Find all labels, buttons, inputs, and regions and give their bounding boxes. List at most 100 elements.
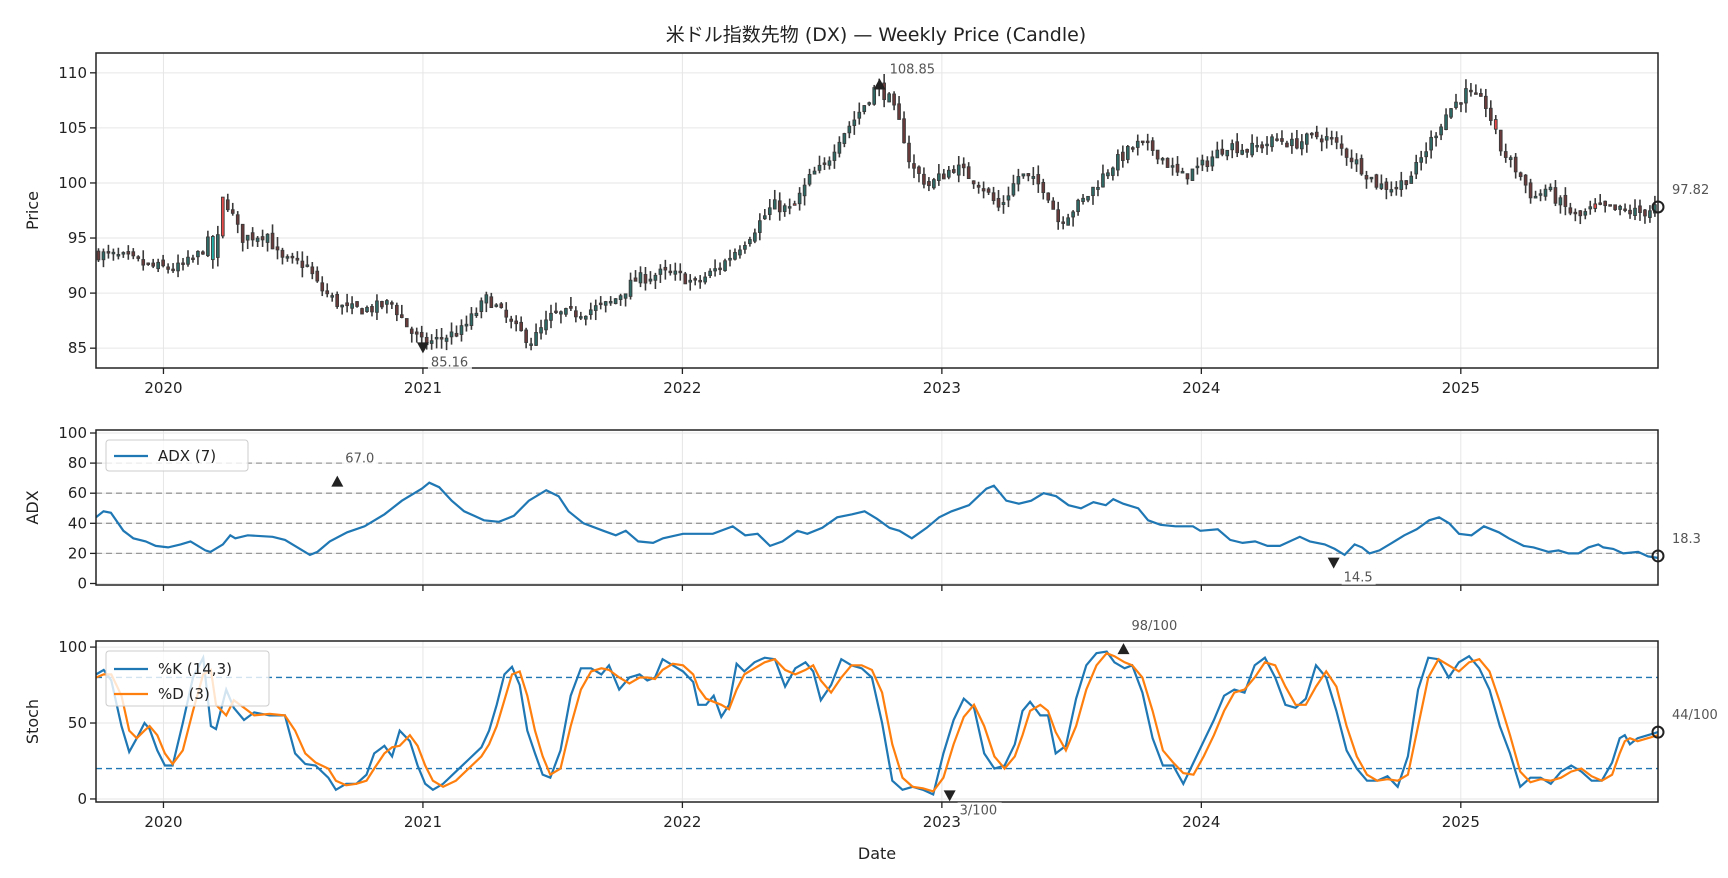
candle-body — [1305, 133, 1309, 145]
axes-frame — [95, 429, 1659, 586]
candle-body — [1285, 142, 1289, 148]
candle-body — [1508, 157, 1513, 160]
candle-body — [1469, 89, 1473, 93]
candle-body — [1121, 151, 1125, 161]
candle-body — [683, 273, 688, 285]
candle-body — [748, 239, 752, 245]
candle-body — [509, 318, 514, 322]
candle-body — [1190, 168, 1195, 181]
candle-body — [1324, 136, 1329, 141]
candle-body — [474, 312, 479, 316]
y-axis-label: Stoch — [23, 699, 42, 744]
candle-body — [225, 199, 230, 211]
min-marker-icon — [416, 342, 429, 354]
legend-label-d-line: %D (3) — [158, 685, 210, 703]
candle-body — [1623, 208, 1627, 211]
candle-body — [111, 251, 116, 255]
legend-box — [105, 439, 249, 472]
y-tick-label: 100 — [58, 424, 87, 442]
candle-body — [1220, 148, 1225, 155]
candle-body — [1295, 138, 1299, 149]
annotation-bg — [957, 802, 1002, 818]
last-annotation: 44/100 — [1672, 708, 1718, 723]
candle-body — [275, 246, 280, 251]
candle-body — [1275, 138, 1279, 141]
candle-body — [961, 163, 966, 169]
candle-body — [404, 318, 409, 328]
candle-body — [1329, 137, 1334, 140]
candle-body — [544, 319, 548, 331]
candle-body — [260, 236, 265, 241]
candle-body — [1404, 180, 1409, 186]
candle-body — [106, 251, 111, 254]
candle-body — [1359, 158, 1364, 175]
candle-body — [320, 282, 325, 292]
candle-body — [1130, 147, 1135, 150]
candle-body — [1116, 154, 1120, 171]
candle-body — [355, 301, 359, 307]
candle-body — [141, 259, 146, 266]
last-marker-icon — [1651, 549, 1665, 563]
candle-body — [1424, 151, 1428, 158]
candle-body — [1628, 209, 1632, 215]
candle-body — [1568, 207, 1573, 214]
candle-body — [1235, 141, 1240, 154]
candle-body — [235, 214, 240, 225]
candle-body — [315, 270, 320, 282]
candle-body — [1498, 129, 1503, 152]
last-marker-icon — [1651, 200, 1665, 214]
candle-body — [1409, 175, 1414, 184]
x-tick-label: 2023 — [923, 813, 961, 831]
candle-body — [1434, 135, 1438, 139]
candle-body — [300, 260, 305, 268]
candle-body — [146, 262, 151, 265]
candle-body — [464, 323, 469, 327]
candle-body — [395, 304, 399, 316]
candle-body — [1011, 183, 1016, 196]
candle-body — [1056, 209, 1061, 223]
candle-body — [285, 256, 290, 259]
candle-body — [1444, 114, 1448, 130]
candle-body — [643, 274, 648, 284]
candle-body — [434, 336, 439, 340]
x-axis-label: Date — [858, 844, 896, 863]
candle-body — [917, 166, 921, 174]
candle-body — [663, 266, 668, 271]
max-marker-icon — [1117, 643, 1130, 655]
candle-body — [549, 312, 553, 321]
candle-body — [807, 174, 812, 185]
candle-body — [1185, 173, 1190, 180]
candle-body — [598, 302, 603, 306]
candle-body — [1205, 160, 1210, 168]
candle-body — [892, 93, 896, 106]
candle-body — [618, 295, 623, 300]
candle-body — [907, 142, 911, 163]
candle-body — [1031, 176, 1036, 179]
candle-body — [1165, 157, 1170, 168]
candle-body — [827, 160, 832, 166]
candle-body — [718, 267, 722, 271]
candle-body — [777, 200, 782, 213]
candle-body — [1603, 200, 1607, 207]
candle-body — [1215, 149, 1220, 159]
candle-body — [703, 276, 707, 283]
candle-body — [1265, 143, 1269, 147]
candle-body — [1250, 142, 1254, 156]
candle-body — [206, 236, 210, 257]
candle-body — [981, 188, 986, 192]
candle-body — [459, 325, 464, 335]
candle-body — [1503, 151, 1508, 158]
candle-body — [1454, 101, 1458, 108]
annotation-bg — [344, 450, 379, 466]
candle-body — [1414, 162, 1419, 175]
annotation-bg — [427, 354, 472, 370]
candle-body — [330, 295, 335, 298]
candle-body — [245, 234, 250, 241]
candle-body — [1533, 195, 1538, 199]
candle-body — [1339, 143, 1344, 149]
axes-frame — [95, 52, 1659, 369]
candle-body — [753, 232, 757, 242]
candle-body — [1270, 136, 1274, 148]
candle-body — [564, 308, 568, 315]
candle-body — [1106, 172, 1110, 177]
